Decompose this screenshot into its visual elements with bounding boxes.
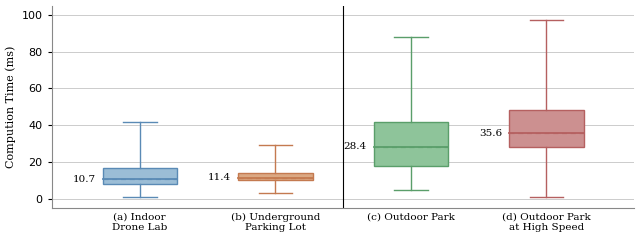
Bar bbox=[102, 168, 177, 184]
Bar bbox=[374, 122, 448, 166]
Text: 11.4: 11.4 bbox=[208, 173, 231, 182]
Text: 28.4: 28.4 bbox=[344, 142, 367, 151]
Text: 35.6: 35.6 bbox=[479, 129, 502, 138]
Text: 10.7: 10.7 bbox=[72, 175, 96, 184]
Bar bbox=[509, 110, 584, 147]
Y-axis label: Compution Time (ms): Compution Time (ms) bbox=[6, 46, 16, 168]
Bar bbox=[238, 173, 312, 180]
